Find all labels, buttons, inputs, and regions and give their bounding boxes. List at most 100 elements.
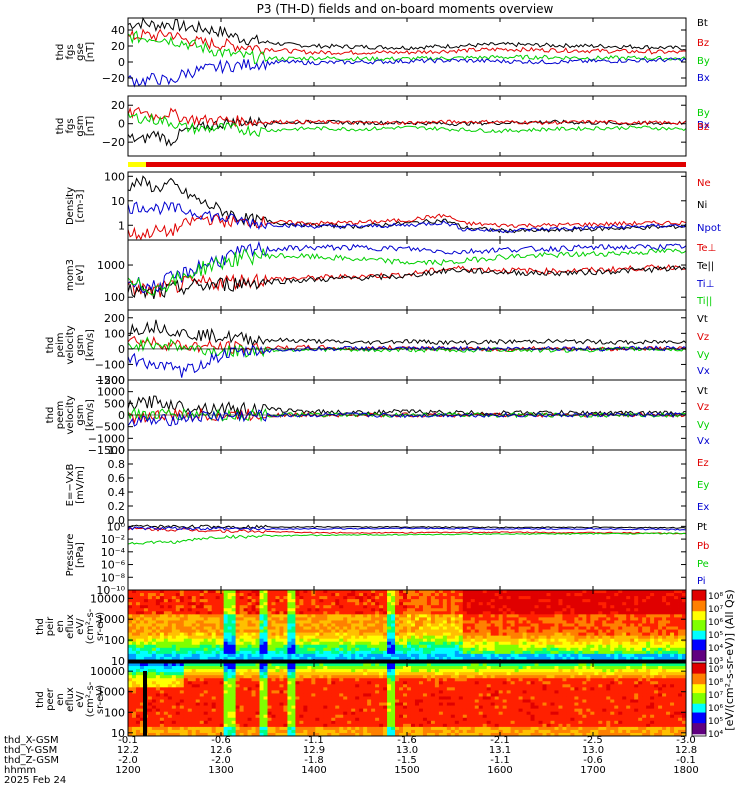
spectrogram-cell [526, 611, 531, 615]
spectrogram-cell [367, 602, 372, 606]
spectrogram-cell [163, 681, 169, 685]
spectrogram-cell [167, 638, 173, 643]
spectrogram-cell [403, 617, 408, 621]
spectrogram-cell [590, 653, 595, 658]
spectrogram-cell [167, 602, 173, 606]
spectrogram-cell [211, 675, 217, 679]
spectrogram-cell [167, 720, 173, 725]
spectrogram-cell [255, 684, 260, 688]
spectrogram-cell [319, 696, 324, 700]
spectrogram-cell [450, 644, 456, 649]
spectrogram-cell [554, 650, 559, 655]
spectrogram-cell [327, 714, 332, 719]
spectrogram-cell [311, 696, 316, 700]
spectrogram-cell [438, 590, 444, 594]
spectrogram-cell [674, 635, 679, 640]
spectrogram-cell [179, 690, 185, 694]
spectrogram-cell [486, 629, 492, 633]
spectrogram-cell [231, 635, 237, 640]
spectrogram-cell [187, 717, 193, 722]
spectrogram-cell [546, 641, 551, 646]
spectrogram-cell [578, 620, 583, 624]
spectrogram-cell [530, 647, 535, 652]
legend-entry: By [697, 108, 710, 119]
spectrogram-cell [235, 593, 240, 597]
spectrogram-cell [383, 623, 388, 627]
spectrogram-cell [674, 617, 679, 621]
spectrogram-cell [199, 593, 205, 597]
y-tick-label: 0 [118, 118, 125, 131]
spectrogram-cell [375, 620, 380, 624]
spectrogram-cell [371, 617, 376, 621]
spectrogram-cell [367, 650, 372, 655]
spectrogram-cell [614, 626, 619, 630]
spectrogram-cell [618, 620, 623, 624]
spectrogram-cell [219, 623, 225, 627]
spectrogram-cell [578, 626, 583, 630]
spectrogram-cell [602, 638, 607, 643]
spectrogram-cell [167, 590, 173, 594]
spectrogram-cell [167, 596, 173, 600]
spectrogram-cell [638, 653, 643, 658]
spectrogram-cell [135, 699, 141, 703]
spectrogram-cell [303, 723, 308, 728]
spectrogram-cell [128, 681, 133, 685]
spectrogram-cell [295, 620, 300, 624]
series-pressure-Pt [127, 524, 687, 529]
spectrogram-cell [602, 635, 607, 640]
spectrogram-cell [351, 611, 356, 615]
spectrogram-cell [151, 611, 157, 615]
spectrogram-cell [251, 726, 256, 731]
spectrogram-cell [267, 611, 272, 615]
spectrogram-cell [359, 656, 364, 661]
spectrogram-cell [650, 650, 655, 655]
colorbar-swatch [692, 651, 706, 655]
spectrogram-cell [426, 611, 432, 615]
spectrogram-cell [203, 705, 209, 710]
spectrogram-cell [506, 602, 512, 606]
spectrogram-cell [299, 666, 304, 670]
spectrogram-cell [279, 699, 284, 703]
spectrogram-cell [155, 605, 161, 609]
spectrogram-cell [343, 620, 348, 624]
spectrogram-cell [379, 614, 384, 618]
spectrogram-cell [542, 632, 547, 637]
spectrogram-cell [219, 608, 225, 612]
spectrogram-cell [207, 644, 213, 649]
spectrogram-cell [327, 632, 332, 637]
spectrogram-cell [534, 638, 539, 643]
spectrogram-cell [634, 632, 639, 637]
spectrogram-cell [327, 672, 332, 676]
spectrogram-cell [582, 608, 587, 612]
spectrogram-cell [319, 617, 324, 621]
spectrogram-cell [223, 635, 229, 640]
colorbar-swatch [692, 627, 706, 630]
spectrogram-cell [143, 650, 149, 655]
spectrogram-cell [426, 608, 432, 612]
spectrogram-cell [239, 729, 244, 734]
spectrogram-cell [315, 720, 320, 725]
spectrogram-cell [255, 720, 260, 725]
spectrogram-cell [530, 626, 535, 630]
spectrogram-cell [128, 696, 133, 700]
spectrogram-cell [291, 720, 296, 725]
spectrogram-cell [219, 681, 225, 685]
spectrogram-cell [247, 681, 252, 685]
spectrogram-cell [550, 632, 555, 637]
spectrogram-cell [131, 663, 137, 667]
spectrogram-cell [446, 608, 452, 612]
spectrogram-cell [315, 611, 320, 615]
spectrogram-cell [207, 732, 213, 737]
spectrogram-cell [367, 605, 372, 609]
spectrogram-cell [183, 663, 189, 667]
spectrogram-cell [183, 656, 189, 661]
spectrogram-cell [291, 590, 296, 594]
spectrogram-cell [395, 647, 400, 652]
spectrogram-cell [598, 632, 603, 637]
spectrogram-cell [678, 644, 683, 649]
spectrogram-cell [482, 602, 488, 606]
spectrogram-cell [163, 729, 169, 734]
spectrogram-cell [199, 672, 205, 676]
spectrogram-cell [219, 684, 225, 688]
spectrogram-cell [139, 611, 145, 615]
